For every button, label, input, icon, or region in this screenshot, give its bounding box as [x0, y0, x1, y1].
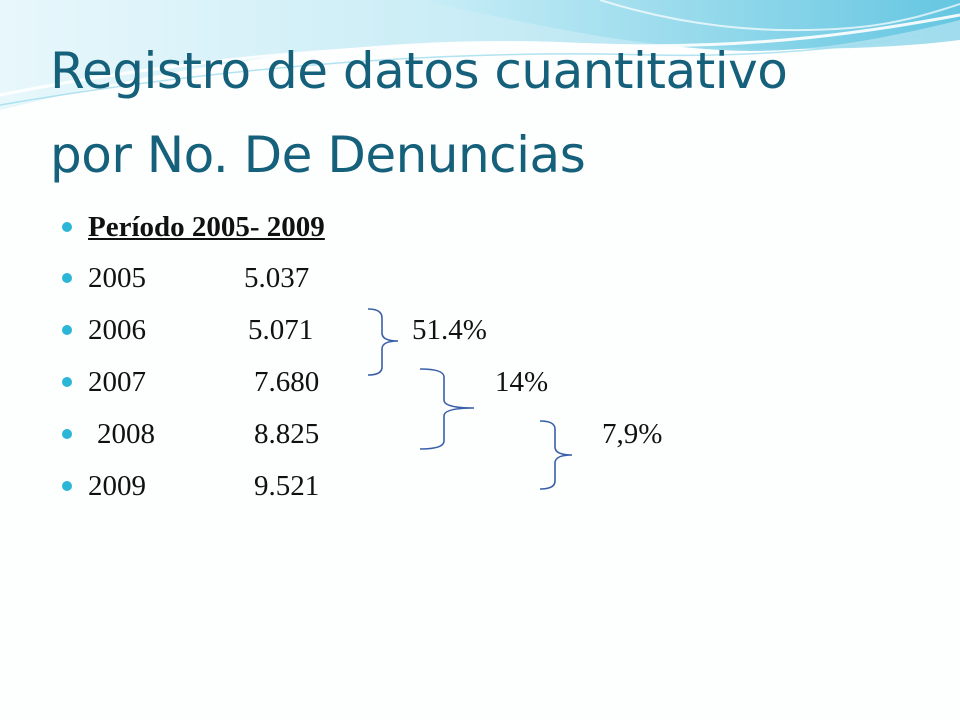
value-2007: 7.680 — [254, 366, 320, 398]
title-line-1: Registro de datos cuantitativo — [50, 42, 788, 100]
bullet-dot — [62, 429, 72, 439]
percentage-7-9: 7,9% — [602, 418, 663, 450]
year-2005: 2005 — [88, 262, 146, 294]
value-2008: 8.825 — [254, 418, 320, 450]
bullet-dot — [62, 377, 72, 387]
bullet-dot — [62, 222, 72, 232]
bullet-dot — [62, 273, 72, 283]
value-2005: 5.037 — [244, 262, 310, 294]
year-2006: 2006 — [88, 314, 146, 346]
year-2007: 2007 — [88, 366, 146, 398]
value-2009: 9.521 — [254, 470, 320, 502]
percentage-51-4: 51.4% — [412, 314, 487, 346]
value-2006: 5.071 — [248, 314, 314, 346]
bullet-dot — [62, 325, 72, 335]
title-line-2: por No. De Denuncias — [50, 126, 586, 184]
year-2008: 2008 — [97, 418, 155, 450]
bullet-dot — [62, 481, 72, 491]
period-heading: Período 2005- 2009 — [88, 211, 325, 243]
year-2009: 2009 — [88, 470, 146, 502]
percentage-14: 14% — [495, 366, 549, 398]
